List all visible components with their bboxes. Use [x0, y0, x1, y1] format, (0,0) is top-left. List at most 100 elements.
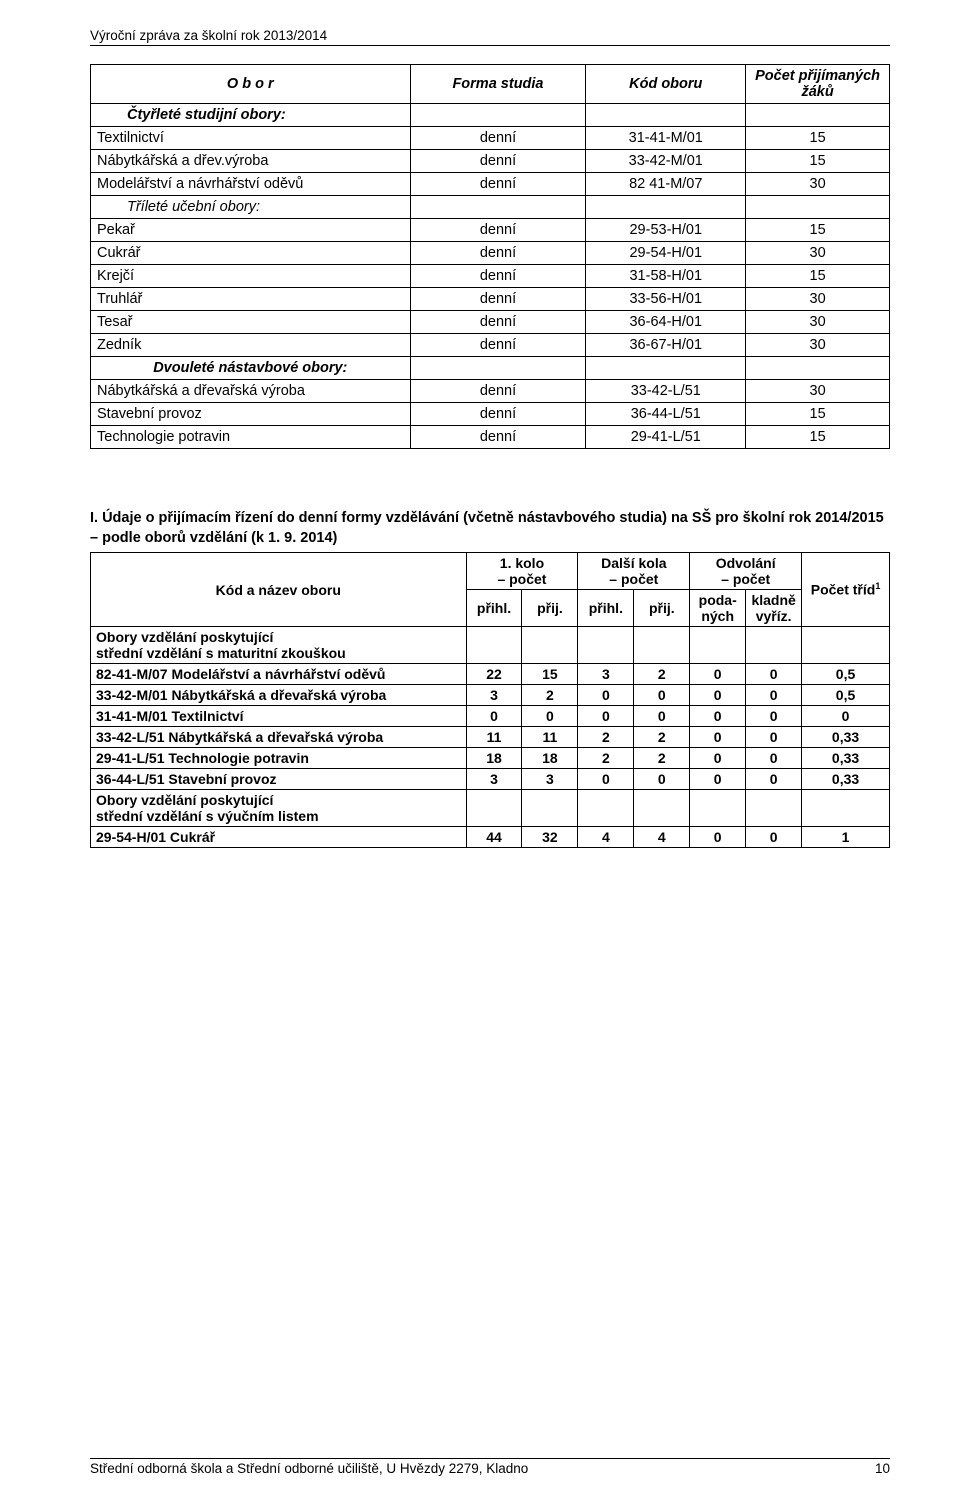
empty-cell	[586, 196, 746, 219]
obor-forma: denní	[410, 219, 586, 242]
obor-kod: 33-56-H/01	[586, 288, 746, 311]
adm-group-title: Obory vzdělání poskytující střední vzděl…	[91, 627, 467, 664]
empty-cell	[802, 790, 890, 827]
table-row: Textilnictví denní 31-41-M/01 15	[91, 127, 890, 150]
adm-row: 33-42-L/51 Nábytkářská a dřevařská výrob…	[91, 727, 890, 748]
section-title: Tříleté učební obory:	[91, 196, 411, 219]
adm-val: 44	[466, 827, 522, 848]
obor-forma: denní	[410, 288, 586, 311]
doc-header: Výroční zpráva za školní rok 2013/2014	[90, 28, 890, 46]
adm-group-title: Obory vzdělání poskytující střední vzděl…	[91, 790, 467, 827]
obor-kod: 29-41-L/51	[586, 426, 746, 449]
adm-val: 2	[578, 748, 634, 769]
adm-val: 0	[746, 664, 802, 685]
adm-val: 0,33	[802, 748, 890, 769]
adm-val: 0	[634, 685, 690, 706]
obor-forma: denní	[410, 150, 586, 173]
admission-table: Kód a název oboru 1. kolo – počet Další …	[90, 552, 890, 848]
adm-val: 0	[634, 769, 690, 790]
obor-count: 30	[746, 334, 890, 357]
adm-val: 2	[522, 685, 578, 706]
obor-kod: 31-41-M/01	[586, 127, 746, 150]
section-title: Čtyřleté studijní obory:	[91, 104, 411, 127]
th-obor: O b o r	[91, 65, 411, 104]
footer-left: Střední odborná škola a Střední odborné …	[90, 1461, 528, 1476]
adm-row: 29-41-L/51 Technologie potravin 18 18 2 …	[91, 748, 890, 769]
table-row: Modelářství a návrhářství oděvů denní 82…	[91, 173, 890, 196]
obor-name: Pekař	[91, 219, 411, 242]
adm-val: 0	[466, 706, 522, 727]
obor-name: Textilnictví	[91, 127, 411, 150]
obor-forma: denní	[410, 426, 586, 449]
adm-val: 0	[690, 664, 746, 685]
obor-name: Stavební provoz	[91, 403, 411, 426]
section-title: Dvouleté nástavbové obory:	[91, 357, 411, 380]
obor-count: 15	[746, 426, 890, 449]
obor-name: Nábytkářská a dřev.výroba	[91, 150, 411, 173]
adm-val: 3	[522, 769, 578, 790]
obor-name: Cukrář	[91, 242, 411, 265]
adm-val: 0	[690, 727, 746, 748]
empty-cell	[466, 627, 522, 664]
adm-val: 2	[634, 664, 690, 685]
table-row: Cukrář denní 29-54-H/01 30	[91, 242, 890, 265]
obor-kod: 29-54-H/01	[586, 242, 746, 265]
adm-val: 0	[634, 706, 690, 727]
obor-forma: denní	[410, 380, 586, 403]
adm-val: 15	[522, 664, 578, 685]
table-row: Truhlář denní 33-56-H/01 30	[91, 288, 890, 311]
adm-name: 33-42-L/51 Nábytkářská a dřevařská výrob…	[91, 727, 467, 748]
th-kod-nazev: Kód a název oboru	[91, 553, 467, 627]
adm-val: 0	[746, 685, 802, 706]
obor-name: Krejčí	[91, 265, 411, 288]
adm-val: 0,5	[802, 664, 890, 685]
adm-val: 0	[578, 706, 634, 727]
obor-count: 30	[746, 173, 890, 196]
empty-cell	[690, 627, 746, 664]
th-kolo1: 1. kolo – počet	[466, 553, 578, 590]
empty-cell	[746, 357, 890, 380]
adm-row: 31-41-M/01 Textilnictví 0 0 0 0 0 0 0	[91, 706, 890, 727]
adm-val: 18	[466, 748, 522, 769]
adm-val: 4	[578, 827, 634, 848]
empty-cell	[522, 790, 578, 827]
sub-podanych: poda- ných	[690, 590, 746, 627]
adm-name: 29-41-L/51 Technologie potravin	[91, 748, 467, 769]
obor-name: Zedník	[91, 334, 411, 357]
adm-name: 36-44-L/51 Stavební provoz	[91, 769, 467, 790]
adm-header-row: Kód a název oboru 1. kolo – počet Další …	[91, 553, 890, 590]
adm-name: 82-41-M/07 Modelářství a návrhářství odě…	[91, 664, 467, 685]
th-forma: Forma studia	[410, 65, 586, 104]
obor-name: Modelářství a návrhářství oděvů	[91, 173, 411, 196]
empty-cell	[586, 104, 746, 127]
obor-kod: 31-58-H/01	[586, 265, 746, 288]
table-row: Pekař denní 29-53-H/01 15	[91, 219, 890, 242]
obor-forma: denní	[410, 173, 586, 196]
adm-row: 36-44-L/51 Stavební provoz 3 3 0 0 0 0 0…	[91, 769, 890, 790]
th-kolo2: Další kola – počet	[578, 553, 690, 590]
adm-val: 11	[466, 727, 522, 748]
adm-val: 0	[522, 706, 578, 727]
adm-val: 0	[746, 706, 802, 727]
empty-cell	[802, 627, 890, 664]
empty-cell	[634, 790, 690, 827]
sub-prij2: přij.	[634, 590, 690, 627]
adm-val: 2	[578, 727, 634, 748]
adm-name: 29-54-H/01 Cukrář	[91, 827, 467, 848]
obor-kod: 36-44-L/51	[586, 403, 746, 426]
empty-cell	[578, 790, 634, 827]
empty-cell	[634, 627, 690, 664]
section-row: Tříleté učební obory:	[91, 196, 890, 219]
adm-group-row: Obory vzdělání poskytující střední vzděl…	[91, 790, 890, 827]
adm-val: 0,33	[802, 769, 890, 790]
th-kod: Kód oboru	[586, 65, 746, 104]
adm-val: 0	[746, 748, 802, 769]
empty-cell	[746, 104, 890, 127]
adm-val: 0	[690, 748, 746, 769]
adm-row: 29-54-H/01 Cukrář 44 32 4 4 0 0 1	[91, 827, 890, 848]
empty-cell	[410, 196, 586, 219]
fields-table: O b o r Forma studia Kód oboru Počet při…	[90, 64, 890, 449]
footer: Střední odborná škola a Střední odborné …	[90, 1458, 890, 1476]
sub-prihl1: přihl.	[466, 590, 522, 627]
obor-name: Truhlář	[91, 288, 411, 311]
